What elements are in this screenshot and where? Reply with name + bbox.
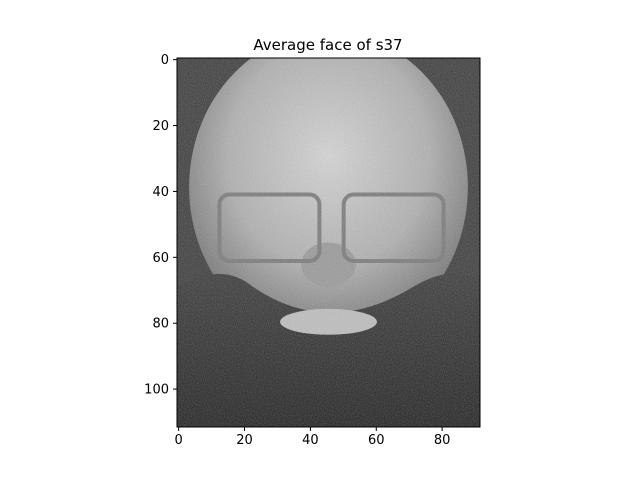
plot-area (177, 58, 480, 427)
x-tick-label: 80 (434, 433, 451, 448)
face-image (177, 58, 480, 427)
chart-title: Average face of s37 (253, 36, 402, 54)
x-tick-label: 0 (175, 433, 183, 448)
y-tick-label: 40 (152, 185, 169, 200)
y-tick-label: 100 (144, 383, 169, 398)
y-tick-label: 0 (161, 53, 169, 68)
x-tick-label: 60 (368, 433, 385, 448)
x-axis: 0 20 40 60 80 (175, 427, 451, 448)
y-axis: 0 20 40 60 80 100 (144, 53, 177, 398)
y-tick-label: 20 (152, 119, 169, 134)
x-tick-label: 40 (302, 433, 319, 448)
y-tick-label: 80 (152, 317, 169, 332)
y-tick-label: 60 (152, 251, 169, 266)
x-tick-label: 20 (236, 433, 253, 448)
image-noise (177, 58, 480, 427)
axes-frame (176, 57, 481, 428)
